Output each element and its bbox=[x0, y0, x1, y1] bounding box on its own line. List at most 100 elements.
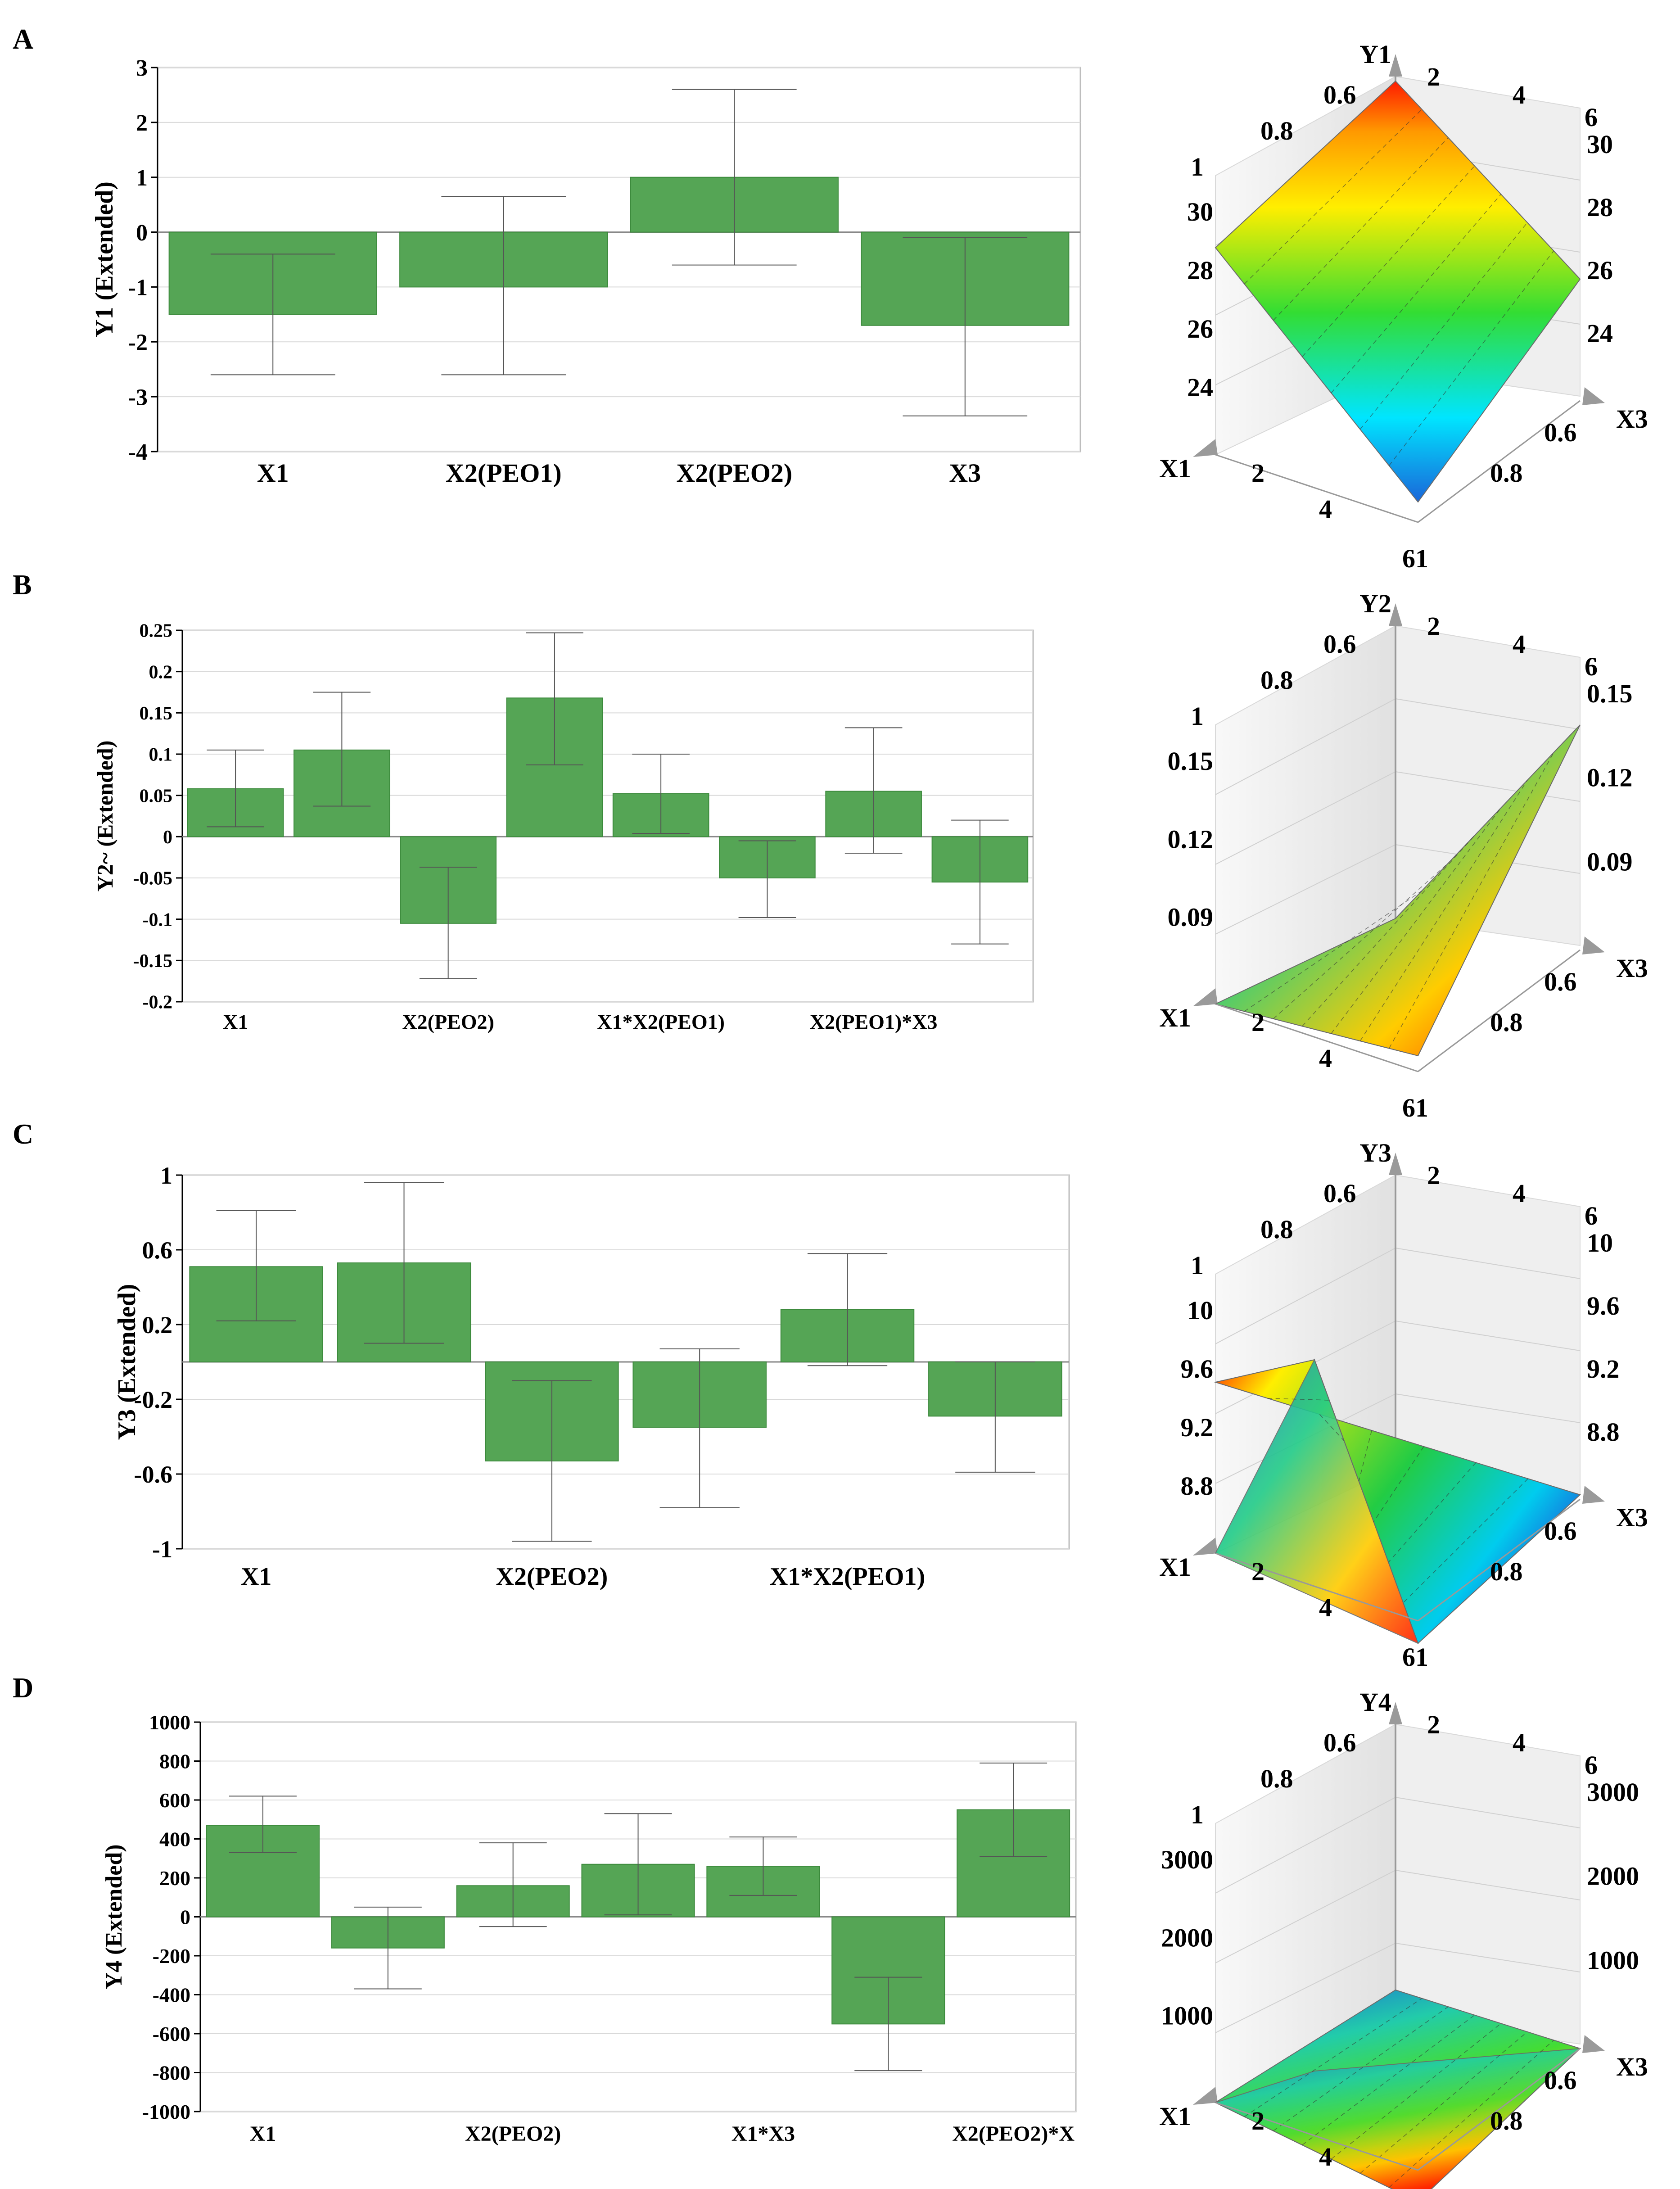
left-z-tick: 10 bbox=[1187, 1296, 1213, 1325]
y-axis-label: Y2~ (Extended) bbox=[92, 741, 117, 892]
contour-line bbox=[1358, 1430, 1372, 1482]
y-tick-label: -0.2 bbox=[134, 1386, 172, 1413]
panel-label-a: A bbox=[13, 23, 33, 55]
x-tick-label: X1*X3 bbox=[732, 2122, 795, 2146]
z-axis-arrow bbox=[1389, 1702, 1402, 1724]
y-tick-label: -200 bbox=[153, 1945, 190, 1967]
left-z-tick: 26 bbox=[1187, 314, 1213, 344]
wall-grid bbox=[1215, 1870, 1396, 1963]
bottom-x1-tick: 61 bbox=[1402, 1642, 1428, 1672]
wall-grid bbox=[1395, 1393, 1581, 1423]
contour-line bbox=[1273, 2006, 1449, 2131]
y-tick-label: 0.15 bbox=[140, 703, 173, 724]
panel-label-b: B bbox=[13, 569, 32, 601]
contour-line bbox=[1359, 2031, 1528, 2174]
y-tick-label: -0.05 bbox=[133, 868, 173, 889]
contour-line bbox=[1273, 863, 1449, 1019]
contour-line bbox=[1273, 137, 1449, 321]
wall-grid bbox=[1395, 1797, 1581, 1828]
left-z-tick: 9.6 bbox=[1181, 1354, 1214, 1384]
floor-edge bbox=[1418, 2048, 1581, 2171]
x1-axis-arrow bbox=[1193, 1538, 1218, 1556]
x-tick-label: X1*X2(PEO1) bbox=[770, 1563, 925, 1591]
right-z-tick: 1000 bbox=[1587, 1945, 1639, 1975]
bottom-x3-tick: 0.6 bbox=[1544, 2066, 1577, 2095]
y-tick-label: 0 bbox=[136, 220, 148, 246]
bottom-x3-tick: 0.8 bbox=[1490, 1008, 1523, 1037]
x1-axis-arrow bbox=[1193, 2087, 1218, 2105]
wall-grid bbox=[1215, 844, 1396, 935]
bar-chart-a: 3 2 1 0 -1 -2 -3 -4 Y1 (Extended) X1 X2(PEO1) X2(PE… bbox=[90, 55, 1081, 488]
response-surface-underside bbox=[1215, 1358, 1419, 1644]
surface-plot-b: Y20.60.812460.150.120.090.150.120.09X1X3… bbox=[1159, 589, 1648, 1122]
top-x3-tick: 0.6 bbox=[1323, 1728, 1356, 1757]
y-tick-label: 0.6 bbox=[142, 1237, 173, 1264]
bottom-x1-tick: 2 bbox=[1251, 458, 1265, 488]
contour-line bbox=[1389, 2040, 1554, 2188]
floor-edge bbox=[1215, 1003, 1418, 1072]
wall-grid bbox=[1215, 1943, 1396, 2033]
z-axis-arrow bbox=[1389, 1153, 1402, 1175]
bottom-x3-tick: 0.6 bbox=[1544, 1516, 1577, 1546]
y-tick-label: 3 bbox=[136, 55, 148, 81]
x1-axis-label: X1 bbox=[1159, 2102, 1191, 2131]
x-tick-label: X2(PEO2)*X bbox=[952, 2122, 1075, 2146]
x3-axis-arrow bbox=[1582, 387, 1605, 405]
right-z-tick: 28 bbox=[1587, 193, 1613, 222]
z-axis-label: Y1 bbox=[1359, 40, 1391, 69]
top-x3-tick: 0.8 bbox=[1260, 1215, 1293, 1244]
left-z-tick: 0.15 bbox=[1168, 746, 1214, 776]
left-z-tick: 0.09 bbox=[1168, 903, 1214, 932]
x3-axis-label: X3 bbox=[1616, 2052, 1648, 2081]
x-tick-label: X2(PEO2) bbox=[465, 2122, 561, 2146]
left-z-tick: 0.12 bbox=[1168, 824, 1214, 854]
x-tick-label: X2(PEO1)*X3 bbox=[810, 1010, 938, 1033]
x1-axis-arrow bbox=[1193, 988, 1218, 1006]
floor-edge bbox=[1418, 949, 1581, 1072]
wall-grid bbox=[1215, 1248, 1396, 1344]
y-tick-label: 400 bbox=[159, 1828, 190, 1851]
top-x1-tick: 2 bbox=[1427, 1161, 1440, 1190]
x-tick-label: X2(PEO1) bbox=[446, 458, 562, 488]
top-x1-tick: 6 bbox=[1585, 103, 1598, 132]
right-z-tick: 26 bbox=[1587, 256, 1613, 285]
x-tick-label: X1*X2(PEO1) bbox=[597, 1010, 725, 1033]
x3-axis-arrow bbox=[1582, 936, 1605, 954]
wall-grid bbox=[1395, 1321, 1581, 1351]
contour-line bbox=[1331, 2023, 1501, 2160]
wall-grid bbox=[1395, 698, 1581, 730]
bottom-x3-tick: 0.6 bbox=[1544, 967, 1577, 996]
contour-line bbox=[1244, 1998, 1422, 2117]
wall-grid bbox=[1395, 771, 1581, 802]
x3-axis-label: X3 bbox=[1616, 954, 1648, 983]
left-z-tick: 3000 bbox=[1161, 1845, 1213, 1874]
y-tick-label: 0.25 bbox=[140, 621, 173, 642]
right-z-tick: 30 bbox=[1587, 130, 1613, 159]
bottom-x1-tick: 4 bbox=[1319, 2142, 1332, 2171]
right-z-tick: 10 bbox=[1587, 1228, 1613, 1257]
x3-axis-label: X3 bbox=[1616, 404, 1648, 434]
y-tick-label: 0.2 bbox=[142, 1312, 173, 1339]
contour-line bbox=[1244, 109, 1423, 285]
y-tick-label: 0.1 bbox=[149, 745, 173, 765]
wall-grid bbox=[1215, 771, 1396, 865]
y-tick-label: -800 bbox=[153, 2062, 190, 2085]
top-x1-tick: 4 bbox=[1513, 1728, 1526, 1757]
y-tick-label: -1 bbox=[152, 1536, 172, 1563]
y-tick-label: -0.6 bbox=[134, 1461, 172, 1488]
right-z-tick: 9.6 bbox=[1587, 1291, 1620, 1321]
surface-plot-a: Y10.60.812463028262430282624X1X324610.60… bbox=[1159, 40, 1648, 573]
z-axis-arrow bbox=[1389, 54, 1402, 77]
top-x3-tick: 0.6 bbox=[1323, 1179, 1356, 1208]
y-tick-label: -0.1 bbox=[143, 909, 173, 930]
contour-line bbox=[1302, 166, 1475, 357]
contour-line bbox=[1319, 1414, 1345, 1441]
right-z-tick: 9.2 bbox=[1587, 1354, 1620, 1384]
contour-line bbox=[1373, 1446, 1424, 1522]
right-z-tick: 0.15 bbox=[1587, 679, 1633, 708]
top-x1-tick: 2 bbox=[1427, 62, 1440, 91]
x-tick-label: X3 bbox=[949, 458, 981, 488]
back-wall-right bbox=[1395, 1723, 1581, 2045]
right-z-tick: 3000 bbox=[1587, 1777, 1639, 1807]
left-z-tick: 1000 bbox=[1161, 2001, 1213, 2031]
